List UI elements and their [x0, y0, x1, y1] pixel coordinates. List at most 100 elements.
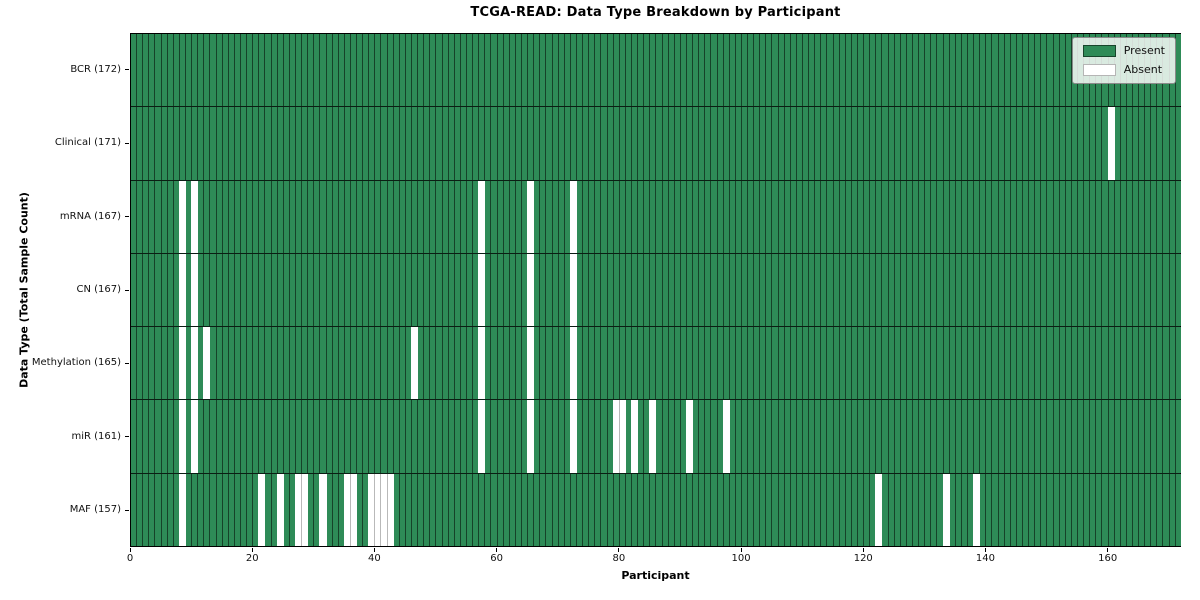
heatmap-cell-present: [1119, 473, 1126, 546]
heatmap-cell-present: [747, 34, 754, 107]
heatmap-cell-present: [808, 473, 815, 546]
heatmap-cell-present: [1003, 34, 1010, 107]
heatmap-cell-present: [710, 400, 717, 473]
heatmap-cell-present: [838, 253, 845, 327]
heatmap-cell-present: [1113, 107, 1120, 180]
heatmap-cell-present: [356, 180, 363, 253]
heatmap-cell-absent: [178, 327, 185, 400]
heatmap-cell-present: [203, 400, 210, 473]
heatmap-cell-present: [630, 34, 638, 107]
heatmap-cell-present: [1089, 400, 1096, 473]
heatmap-cell-present: [508, 327, 515, 400]
heatmap-cell-present: [557, 253, 564, 327]
heatmap-cell-present: [545, 107, 552, 180]
heatmap-cell-absent: [349, 473, 357, 546]
heatmap-cell-present: [973, 34, 980, 107]
heatmap-cell-present: [1058, 107, 1065, 180]
heatmap-cell-present: [1003, 107, 1010, 180]
heatmap-cell-present: [282, 34, 289, 107]
heatmap-cell-present: [172, 107, 179, 180]
heatmap-cell-present: [844, 107, 851, 180]
heatmap-cell-present: [429, 253, 436, 327]
heatmap-cell-present: [936, 34, 943, 107]
heatmap-cell-present: [1150, 107, 1157, 180]
heatmap-cell-absent: [478, 327, 485, 400]
heatmap-cell-present: [930, 34, 937, 107]
heatmap-cell-present: [985, 253, 992, 327]
heatmap-cell-present: [1021, 107, 1029, 180]
heatmap-cell-present: [276, 180, 283, 253]
heatmap-cell-present: [563, 34, 570, 107]
heatmap-cell-present: [930, 107, 937, 180]
x-tick-mark: [740, 548, 742, 552]
heatmap-cell-present: [661, 34, 668, 107]
heatmap-cell-present: [973, 180, 980, 253]
heatmap-cell-present: [893, 34, 900, 107]
heatmap-cell-present: [966, 327, 974, 400]
heatmap-cell-absent: [191, 327, 198, 400]
heatmap-cell-present: [783, 34, 790, 107]
heatmap-row-bcr: [131, 34, 1181, 107]
heatmap-cell-present: [307, 180, 314, 253]
heatmap-cell-present: [349, 400, 357, 473]
heatmap-cell-present: [264, 107, 271, 180]
heatmap-cell-present: [215, 253, 222, 327]
heatmap-cell-present: [490, 34, 497, 107]
heatmap-cell-present: [563, 107, 570, 180]
heatmap-cell-present: [502, 107, 509, 180]
y-tick-mark: [125, 289, 129, 291]
heatmap-cell-present: [685, 107, 693, 180]
heatmap-cell-present: [490, 327, 497, 400]
heatmap-cell-present: [606, 34, 613, 107]
heatmap-cell-present: [270, 253, 277, 327]
heatmap-cell-present: [655, 180, 662, 253]
heatmap-cell-present: [802, 473, 809, 546]
heatmap-cell-present: [966, 400, 974, 473]
heatmap-cell-present: [447, 180, 454, 253]
heatmap-cell-present: [435, 180, 442, 253]
heatmap-cell-present: [832, 107, 839, 180]
heatmap-cell-present: [252, 34, 259, 107]
heatmap-grid: [131, 34, 1181, 546]
heatmap-cell-present: [136, 107, 143, 180]
heatmap-cell-present: [685, 253, 693, 327]
heatmap-cell-present: [594, 327, 601, 400]
heatmap-cell-present: [521, 253, 528, 327]
heatmap-cell-present: [398, 473, 405, 546]
heatmap-cell-present: [1015, 253, 1022, 327]
heatmap-cell-present: [484, 400, 491, 473]
heatmap-cell-present: [997, 34, 1004, 107]
heatmap-cell-present: [844, 34, 851, 107]
heatmap-cell-present: [453, 107, 460, 180]
heatmap-cell-present: [637, 107, 644, 180]
heatmap-cell-present: [1168, 473, 1175, 546]
heatmap-cell-present: [649, 107, 656, 180]
heatmap-cell-present: [270, 107, 277, 180]
heatmap-cell-present: [930, 400, 937, 473]
heatmap-cell-present: [160, 180, 167, 253]
heatmap-cell-present: [624, 400, 631, 473]
legend-label-present: Present: [1123, 44, 1165, 57]
heatmap-cell-present: [423, 327, 430, 400]
heatmap-cell-present: [832, 327, 839, 400]
heatmap-cell-present: [899, 180, 906, 253]
heatmap-cell-present: [685, 473, 693, 546]
heatmap-cell-present: [1064, 327, 1071, 400]
heatmap-cell-present: [252, 327, 259, 400]
heatmap-cell-present: [307, 253, 314, 327]
heatmap-cell-present: [490, 400, 497, 473]
heatmap-cell-present: [221, 253, 228, 327]
heatmap-cell-present: [771, 107, 778, 180]
heatmap-cell-present: [795, 180, 803, 253]
heatmap-cell-present: [618, 253, 625, 327]
heatmap-cell-present: [728, 400, 735, 473]
y-tick-label-clinical: Clinical (171): [54, 137, 121, 149]
heatmap-cell-present: [912, 107, 919, 180]
heatmap-cell-present: [673, 473, 680, 546]
heatmap-cell-present: [545, 473, 552, 546]
heatmap-cell-present: [832, 473, 839, 546]
heatmap-cell-present: [539, 327, 546, 400]
heatmap-cell-present: [710, 253, 717, 327]
heatmap-cell-present: [820, 327, 827, 400]
heatmap-cell-present: [429, 400, 436, 473]
